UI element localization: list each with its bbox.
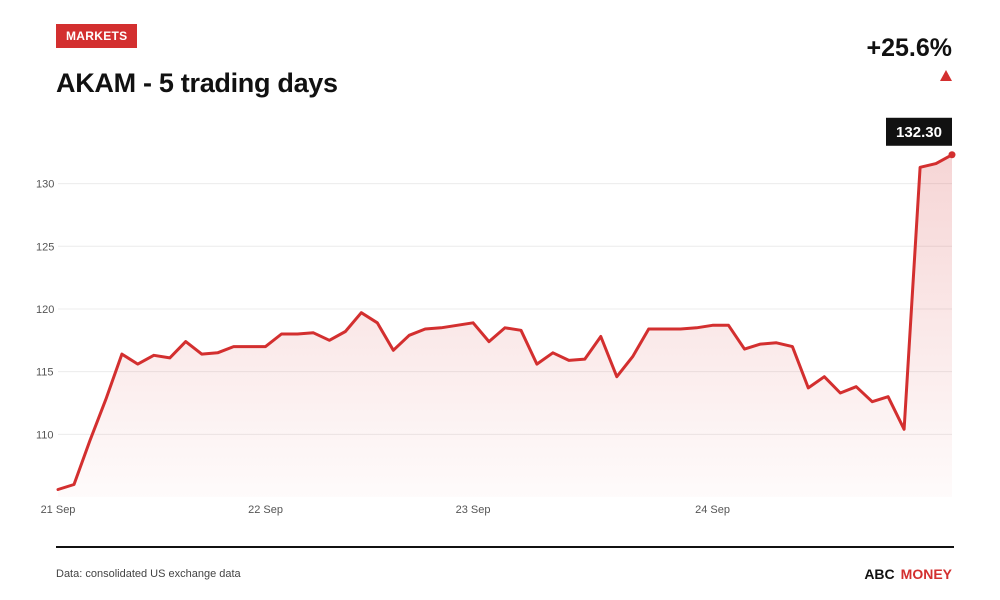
page-title: AKAM - 5 trading days [56, 68, 338, 98]
y-tick-label: 115 [36, 367, 54, 379]
y-tick-label: 130 [36, 179, 54, 191]
footer-divider [56, 546, 954, 548]
up-arrow-icon [940, 70, 952, 81]
y-tick-label: 120 [36, 304, 54, 316]
last-price-box [886, 117, 952, 146]
brand-part-1: ABC [864, 566, 895, 582]
brand-part-2: MONEY [900, 566, 952, 582]
brand-logo: ABC MONEY [864, 566, 952, 582]
x-tick-label: 21 Sep [41, 504, 76, 516]
data-source: Data: consolidated US exchange data [56, 568, 241, 580]
y-tick-label: 125 [36, 241, 54, 253]
last-point-marker [948, 151, 956, 159]
price-line [56, 153, 954, 491]
y-tick-label: 110 [36, 429, 54, 441]
x-tick-label: 22 Sep [248, 504, 283, 516]
section-badge: MARKETS [56, 24, 138, 48]
last-price-label: 132.30 [896, 124, 942, 141]
x-tick-label: 24 Sep [695, 504, 730, 516]
price-area [58, 154, 952, 498]
x-tick-label: 23 Sep [456, 504, 491, 516]
percent-change: +25.6% [866, 34, 953, 62]
